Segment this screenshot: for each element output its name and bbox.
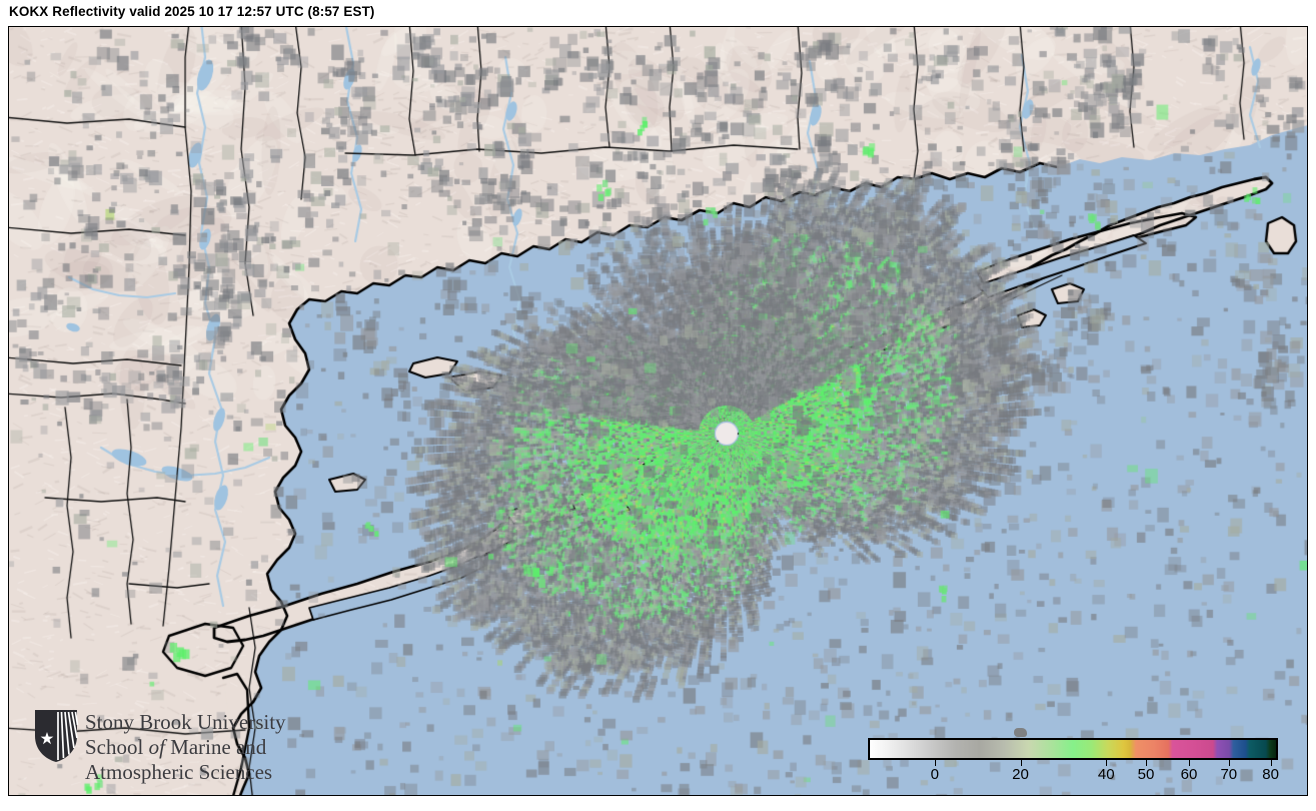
header-bar: KOKX Reflectivity valid 2025 10 17 12:57… bbox=[0, 0, 1316, 26]
colorbar-tick bbox=[1145, 760, 1147, 766]
colorbar-tick bbox=[1189, 760, 1191, 766]
colorbar-tick bbox=[1270, 760, 1272, 766]
radar-map-frame[interactable] bbox=[8, 26, 1308, 796]
colorbar-tick-label: 60 bbox=[1180, 766, 1198, 783]
colorbar-gradient-bar[interactable] bbox=[868, 738, 1278, 760]
page-title: KOKX Reflectivity valid 2025 10 17 12:57… bbox=[9, 4, 375, 19]
radar-map-canvas[interactable] bbox=[9, 27, 1307, 795]
colorbar-tick bbox=[1106, 760, 1108, 766]
colorbar-tick bbox=[934, 760, 936, 766]
colorbar-tick-label: 0 bbox=[930, 766, 939, 783]
reflectivity-colorbar: 0 20 40 50 60 70 80 bbox=[868, 728, 1280, 788]
colorbar-tick bbox=[1228, 760, 1230, 766]
colorbar-tick-axis: 0 20 40 50 60 70 80 bbox=[868, 760, 1279, 786]
colorbar-gradient-fill bbox=[870, 740, 1276, 758]
colorbar-tick bbox=[1020, 760, 1022, 766]
colorbar-tick-label: 20 bbox=[1012, 766, 1029, 783]
colorbar-tick-label: 70 bbox=[1220, 766, 1238, 783]
colorbar-tick-label: 40 bbox=[1097, 766, 1115, 783]
colorbar-tick-label: 50 bbox=[1137, 766, 1155, 783]
colorbar-tick-label: 80 bbox=[1262, 766, 1279, 783]
colorbar-value-marker bbox=[1014, 728, 1027, 737]
